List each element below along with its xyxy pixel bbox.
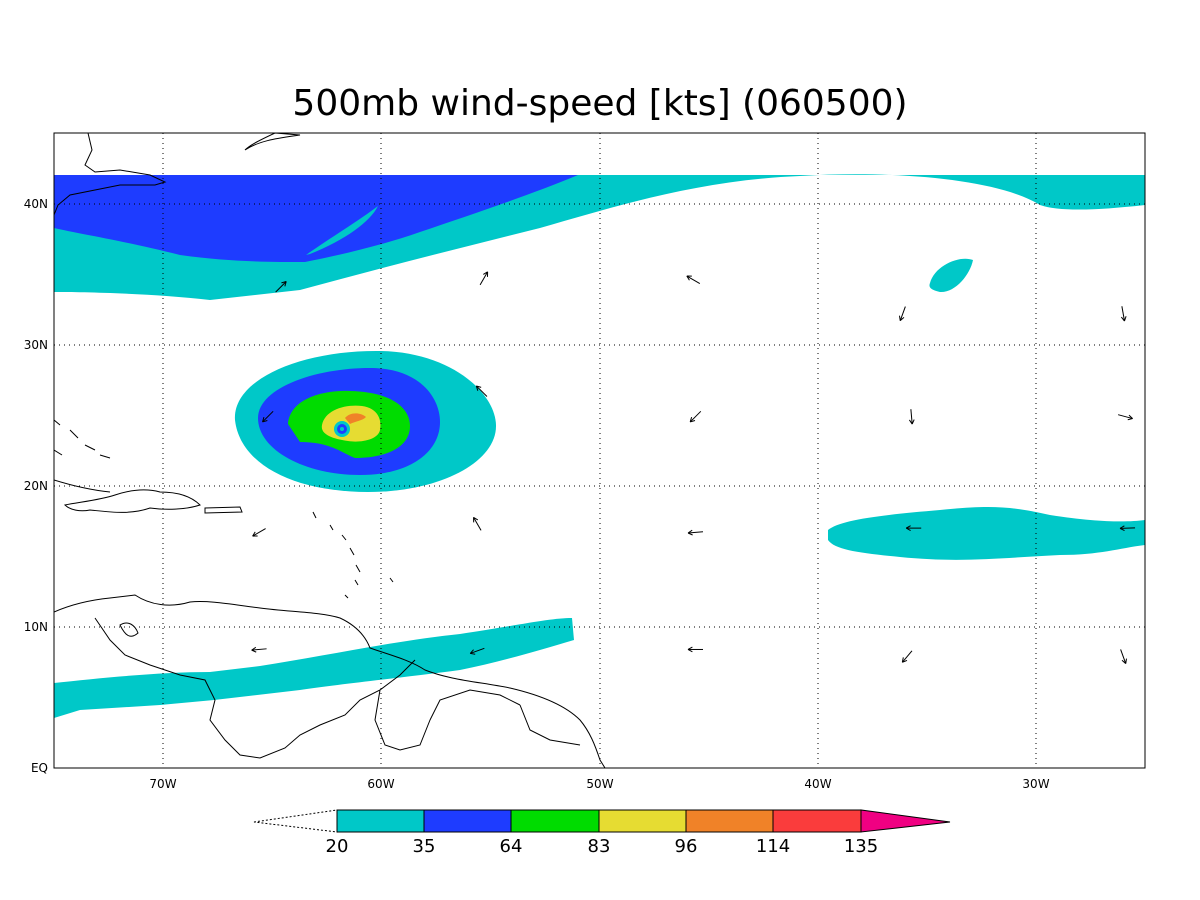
colorbar-label: 83 — [588, 836, 611, 857]
y-tick-label: 30N — [24, 338, 48, 352]
wind-vector-arrow — [687, 646, 704, 653]
wind-vector-arrow — [687, 529, 704, 536]
wind-vector-arrow — [686, 275, 701, 284]
colorbar-label: 64 — [500, 836, 523, 857]
x-axis-labels: 70W 60W 50W 40W 30W — [149, 777, 1049, 791]
easterly-20kt-band — [828, 507, 1145, 560]
wind-vector-arrow — [469, 647, 485, 655]
wind-vector-arrow — [908, 409, 915, 425]
colorbar-label: 96 — [675, 836, 698, 857]
wind-vector-arrow — [1120, 649, 1127, 664]
jet-20kt-tongue — [306, 206, 378, 255]
coastline-puerto-rico — [204, 506, 243, 514]
wind-vector-arrow — [1119, 525, 1136, 532]
map-gridlines — [54, 133, 1145, 768]
wind-vector-layer — [251, 271, 1136, 664]
colorbar-swatch — [336, 809, 425, 833]
coastline-south-america-interior — [94, 617, 581, 759]
wind-vector-arrow — [905, 525, 922, 531]
colorbar-label: 135 — [844, 836, 878, 857]
colorbar-low-end-triangle — [253, 809, 338, 833]
wind-vector-arrow — [473, 516, 482, 531]
coastline-cuba — [54, 479, 111, 493]
hurricane-eye — [340, 427, 344, 431]
wind-vector-arrow — [479, 271, 489, 286]
wind-vector-arrow — [252, 528, 266, 537]
colorbar-swatch — [772, 809, 862, 833]
x-tick-label: 30W — [1022, 777, 1049, 791]
x-tick-label: 40W — [804, 777, 831, 791]
y-axis-labels: 40N 30N 20N 10N EQ — [24, 197, 48, 775]
wind-vector-arrow — [898, 306, 906, 322]
colorbar-swatch — [685, 809, 774, 833]
southern-20kt-band — [54, 618, 574, 718]
hurricane-wind-field — [234, 350, 497, 492]
x-tick-label: 60W — [367, 777, 394, 791]
x-tick-label: 70W — [149, 777, 176, 791]
x-tick-label: 50W — [586, 777, 613, 791]
colorbar-label: 20 — [326, 836, 349, 857]
jet-20kt-small-cell — [929, 258, 973, 293]
colorbar-swatch — [598, 809, 687, 833]
wind-vector-arrow — [1120, 306, 1127, 322]
y-tick-label: 40N — [24, 197, 48, 211]
wind-vector-arrow — [275, 281, 287, 293]
map-frame — [53, 132, 1146, 769]
coastline-lesser-antilles — [312, 511, 394, 599]
colorbar-label: 35 — [413, 836, 436, 857]
coastlines — [54, 133, 606, 768]
wind-vector-arrow — [901, 650, 913, 663]
coastline-nova-scotia — [244, 133, 301, 151]
coastline-south-america — [54, 594, 606, 768]
hurricane-96kt-core — [345, 413, 366, 424]
wind-vector-arrow — [262, 410, 274, 423]
y-tick-label: EQ — [31, 761, 48, 775]
colorbar-high-end-triangle — [860, 809, 951, 833]
wind-vector-arrow — [1117, 414, 1133, 421]
y-tick-label: 20N — [24, 479, 48, 493]
colorbar: 20 35 64 83 96 114 135 — [253, 809, 951, 857]
coastline-florida-bahamas — [54, 419, 111, 459]
jet-stream-shading — [54, 174, 1145, 300]
coastline-hispaniola — [63, 489, 201, 513]
coastline-lake-maracaibo — [119, 622, 139, 637]
wind-vector-arrow — [251, 646, 267, 653]
wind-vector-arrow — [475, 385, 488, 397]
map-title: 500mb wind-speed [kts] (060500) — [292, 83, 907, 124]
map-area — [54, 133, 1145, 768]
y-tick-label: 10N — [24, 620, 48, 634]
coastline-north-america — [54, 133, 167, 216]
colorbar-swatch — [423, 809, 512, 833]
wind-vector-arrow — [689, 410, 702, 423]
colorbar-swatch — [510, 809, 600, 833]
colorbar-label: 114 — [756, 836, 790, 857]
jet-35kt-contour — [54, 175, 578, 262]
